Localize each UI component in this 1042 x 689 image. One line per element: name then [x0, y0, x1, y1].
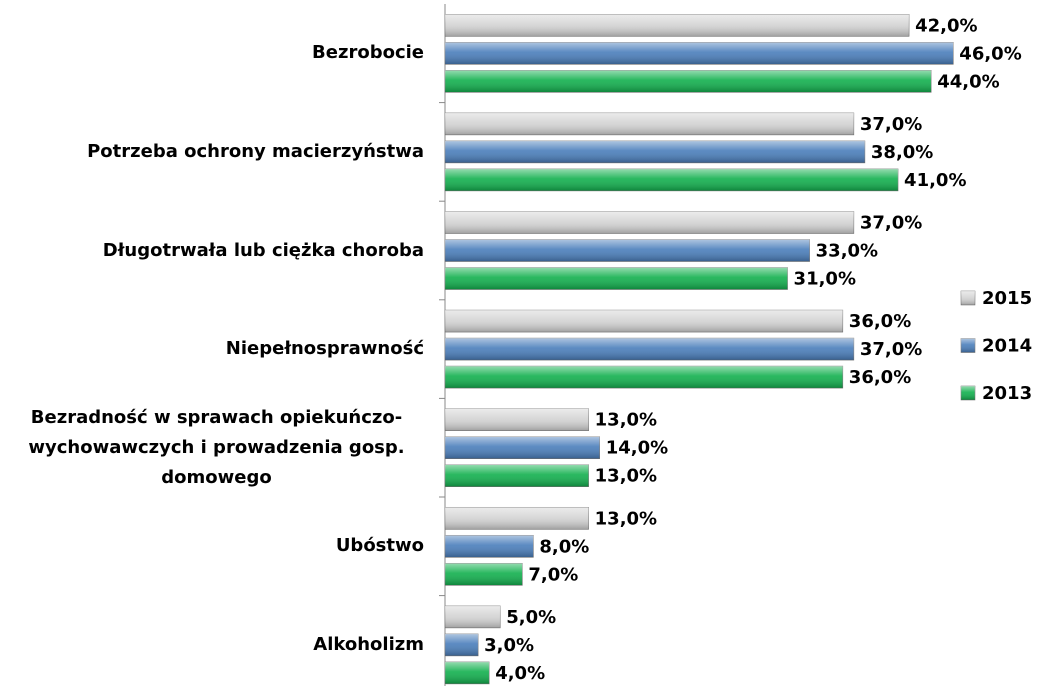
- legend-swatch-shine: [961, 338, 975, 353]
- value-label: 31,0%: [794, 269, 856, 290]
- bar-shine: [445, 70, 932, 93]
- value-label: 46,0%: [959, 43, 1021, 64]
- value-label: 3,0%: [484, 635, 534, 656]
- value-label: 13,0%: [595, 508, 657, 529]
- value-label: 38,0%: [871, 142, 933, 163]
- bar-shine: [445, 661, 490, 684]
- bar-shine: [445, 507, 589, 530]
- bar-shine: [445, 310, 843, 333]
- bar-shine: [445, 563, 523, 586]
- legend-swatch-shine: [961, 291, 975, 305]
- legend-label: 2013: [982, 383, 1032, 404]
- bar-shine: [445, 338, 854, 361]
- bar-shine: [445, 464, 589, 487]
- value-label: 4,0%: [495, 663, 545, 684]
- bar-shine: [445, 436, 600, 459]
- value-label: 5,0%: [506, 607, 556, 628]
- category-label: Bezradność w sprawach opiekuńczo-wychowa…: [28, 406, 405, 488]
- category-label: Ubóstwo: [335, 535, 424, 557]
- bar-shine: [445, 239, 810, 262]
- legend-label: 2014: [982, 336, 1032, 357]
- value-label: 37,0%: [860, 339, 922, 360]
- bar-shine: [445, 168, 899, 191]
- category-label: Bezrobocie: [312, 42, 424, 64]
- value-label: 42,0%: [915, 15, 977, 36]
- bar-shine: [445, 535, 534, 558]
- value-label: 13,0%: [595, 466, 657, 487]
- value-label: 7,0%: [528, 564, 578, 585]
- value-label: 37,0%: [860, 114, 922, 135]
- bar-shine: [445, 112, 854, 135]
- legend-label: 2015: [982, 288, 1032, 309]
- bar-shine: [445, 42, 954, 65]
- bar-shine: [445, 14, 910, 37]
- value-label: 36,0%: [849, 367, 911, 388]
- value-label: 13,0%: [595, 410, 657, 431]
- value-label: 8,0%: [539, 536, 589, 557]
- bar-shine: [445, 366, 843, 389]
- category-label: Niepełnosprawność: [225, 338, 424, 360]
- bar-shine: [445, 633, 479, 656]
- bar-shine: [445, 605, 501, 628]
- value-label: 14,0%: [606, 438, 668, 459]
- bar-shine: [445, 211, 854, 234]
- bar-shine: [445, 140, 865, 163]
- value-label: 37,0%: [860, 213, 922, 234]
- category-label: Alkoholizm: [313, 633, 424, 655]
- bar-shine: [445, 267, 788, 290]
- category-label: Potrzeba ochrony macierzyństwa: [87, 140, 424, 162]
- category-label: Długotrwała lub ciężka choroba: [102, 239, 424, 261]
- value-label: 44,0%: [937, 71, 999, 92]
- bar-shine: [445, 408, 589, 431]
- value-label: 41,0%: [904, 170, 966, 191]
- value-label: 33,0%: [816, 241, 878, 262]
- value-label: 36,0%: [849, 311, 911, 332]
- legend-swatch-shine: [961, 386, 975, 400]
